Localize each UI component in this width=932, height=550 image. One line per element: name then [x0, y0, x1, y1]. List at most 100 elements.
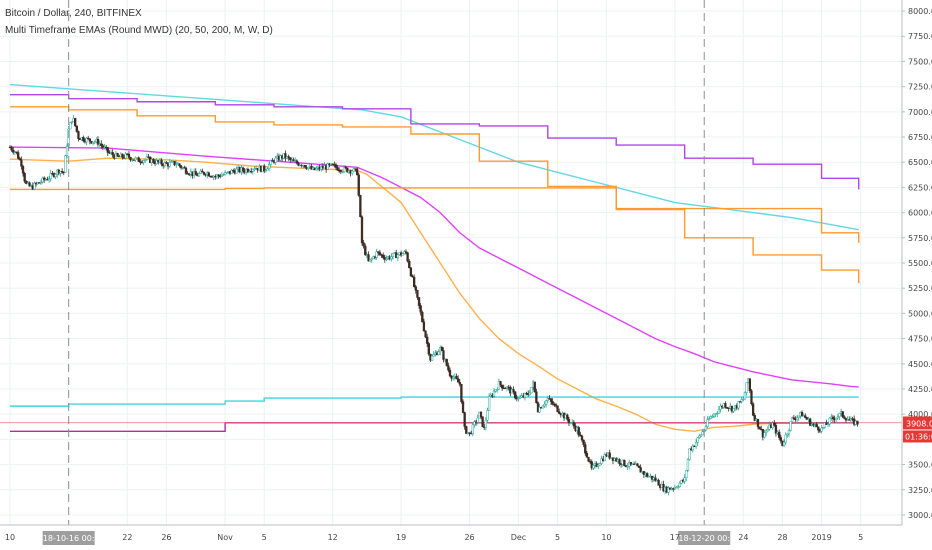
- candle-body: [85, 137, 88, 143]
- candle-body: [598, 463, 602, 466]
- candle-body: [390, 256, 393, 260]
- last-price-label: 3908.0: [906, 419, 932, 428]
- candle-body: [334, 164, 338, 168]
- candle-body: [39, 181, 43, 184]
- candle-body: [43, 177, 46, 181]
- candle-body: [795, 417, 799, 421]
- candle-body: [217, 174, 220, 177]
- candle-body: [603, 454, 606, 461]
- candle-body: [437, 351, 440, 356]
- candle-body: [543, 404, 546, 407]
- candle-body: [267, 164, 271, 169]
- candle-body: [21, 166, 25, 174]
- x-tick-label: Dec: [511, 533, 526, 542]
- candle-body: [274, 157, 277, 163]
- candle-body: [396, 254, 400, 259]
- candle-body: [93, 141, 96, 143]
- candle-body: [518, 396, 522, 399]
- candle-body: [165, 162, 168, 164]
- candle-body: [558, 411, 561, 414]
- candle-body: [514, 391, 517, 399]
- candle-body: [758, 426, 761, 430]
- ema-line: [9, 83, 859, 231]
- candle-body: [404, 251, 408, 253]
- last-price-badge: [903, 416, 932, 430]
- y-tick-label: 4500.0: [908, 360, 932, 369]
- y-tick-label: 7500.0: [908, 57, 932, 66]
- candle-body: [367, 254, 370, 262]
- candle-body: [592, 465, 595, 469]
- x-tick-label: 17: [670, 533, 680, 542]
- candle-body: [579, 434, 582, 437]
- indicator-title: Multi Timeframe EMAs (Round MWD) (20, 50…: [5, 25, 273, 36]
- y-tick-label: 8000.0: [908, 7, 932, 16]
- y-tick-label: 3500.0: [908, 461, 932, 470]
- candle-body: [740, 399, 743, 402]
- candle-body: [717, 409, 721, 414]
- candle-body: [377, 251, 380, 253]
- candle-body: [426, 336, 429, 344]
- candle-body: [134, 157, 137, 161]
- candle-body: [289, 157, 292, 161]
- candle-body: [636, 463, 639, 467]
- x-tick-label: 10: [5, 533, 15, 542]
- y-tick-label: 6500.0: [908, 158, 932, 167]
- x-tick-label: 5: [555, 533, 560, 542]
- candle-body: [786, 433, 789, 436]
- candle-body: [704, 426, 708, 431]
- ema-line: [10, 93, 860, 190]
- candle-body: [831, 416, 835, 419]
- candle-body: [70, 121, 74, 123]
- candle-body: [235, 168, 238, 174]
- candle-body: [442, 350, 445, 360]
- candle-body: [572, 422, 576, 427]
- candle-body: [194, 171, 197, 176]
- candle-body: [116, 153, 119, 157]
- candle-body: [554, 404, 558, 407]
- candle-body: [49, 173, 52, 179]
- candle-body: [197, 173, 201, 177]
- candle-body: [699, 434, 703, 437]
- candle-body: [538, 407, 541, 413]
- candle-body: [121, 153, 124, 158]
- candle-body: [639, 467, 642, 473]
- candle-body: [600, 458, 603, 464]
- candle-body: [129, 157, 132, 161]
- candle-body: [269, 160, 272, 165]
- candle-body: [544, 400, 548, 405]
- candle-body: [486, 410, 489, 421]
- y-tick-label: 7750.0: [908, 32, 932, 41]
- candle-body: [654, 477, 657, 481]
- candle-body: [499, 381, 502, 386]
- y-tick-label: 4750.0: [908, 335, 932, 344]
- candle-body: [15, 151, 18, 153]
- candle-body: [496, 389, 499, 391]
- candle-body: [623, 459, 626, 466]
- y-tick-label: 6250.0: [908, 183, 932, 192]
- candle-body: [629, 462, 633, 465]
- candle-body: [173, 160, 176, 166]
- candle-body: [642, 471, 646, 475]
- price-axis[interactable]: 3000.03250.03500.03750.04000.04250.04500…: [901, 0, 932, 525]
- candle-body: [590, 461, 593, 469]
- candle-body: [339, 170, 342, 173]
- symbol-title: Bitcoin / Dollar, 240, BITFINEX: [5, 8, 142, 19]
- candle-body: [753, 415, 756, 421]
- candle-body: [401, 253, 404, 256]
- candle-body: [737, 401, 740, 409]
- candle-body: [800, 412, 804, 417]
- candle-body: [835, 417, 838, 421]
- candle-body: [422, 321, 426, 332]
- candle-body: [336, 167, 339, 171]
- candle-body: [455, 376, 458, 379]
- candle-body: [460, 383, 463, 402]
- candle-body: [566, 414, 569, 420]
- candle-body: [263, 165, 266, 172]
- candle-body: [65, 145, 69, 157]
- candle-body: [447, 365, 450, 371]
- candle-body: [77, 131, 80, 139]
- candle-body: [465, 426, 468, 434]
- candle-body: [494, 389, 497, 392]
- time-axis[interactable]: 10 22 26 Nov 5 12 19 26 Dec 5 10 17 24 28 2019 5: [0, 524, 902, 542]
